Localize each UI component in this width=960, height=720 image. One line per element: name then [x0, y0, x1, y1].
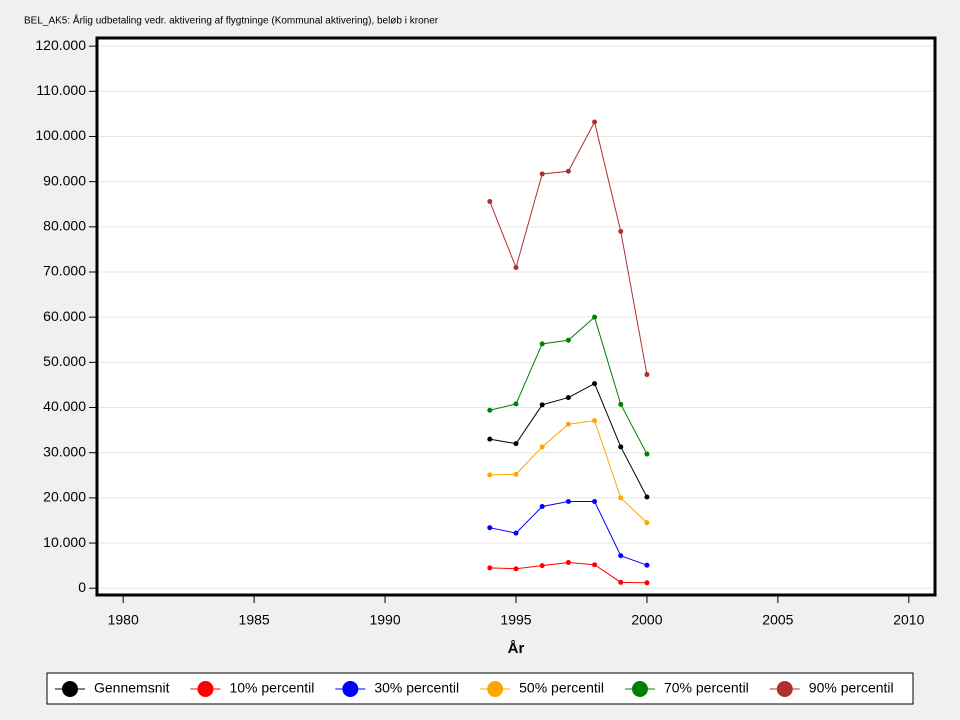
legend-label: 10% percentil [229, 680, 314, 696]
data-point [487, 407, 493, 413]
data-point [592, 119, 598, 125]
data-point [592, 314, 598, 320]
data-point [618, 579, 624, 585]
legend-marker [342, 681, 359, 697]
data-point [513, 264, 519, 270]
legend-marker [197, 681, 214, 697]
y-tick-label: 80.000 [43, 218, 86, 234]
data-point [539, 341, 545, 347]
data-point [487, 436, 493, 442]
y-tick-label: 110.000 [36, 82, 86, 98]
data-point [513, 441, 519, 447]
y-tick-label: 70.000 [43, 263, 86, 279]
chart-title: BEL_AK5: Årlig udbetaling vedr. aktiveri… [24, 14, 439, 27]
data-point [513, 530, 519, 536]
data-point [565, 395, 571, 401]
data-point [644, 372, 650, 378]
data-point [644, 520, 650, 526]
data-point [565, 337, 571, 343]
data-point [644, 494, 650, 500]
data-point [618, 444, 624, 450]
data-point [644, 451, 650, 457]
data-point [539, 402, 545, 408]
y-tick-label: 20.000 [43, 489, 86, 505]
data-point [565, 168, 571, 174]
y-tick-label: 40.000 [43, 398, 86, 414]
data-point [487, 525, 493, 531]
y-tick-label: 90.000 [43, 172, 86, 188]
x-tick-label: 1980 [108, 612, 139, 628]
x-tick-label: 1985 [239, 612, 270, 628]
y-tick-label: 120.000 [35, 37, 86, 53]
legend-marker [776, 681, 793, 697]
legend-label: 50% percentil [519, 680, 604, 696]
legend-marker [631, 681, 648, 697]
data-point [592, 381, 598, 387]
legend-marker [62, 681, 78, 697]
y-tick-label: 0 [78, 579, 86, 595]
y-tick-label: 30.000 [43, 443, 86, 459]
data-point [592, 562, 598, 568]
data-point [565, 498, 571, 504]
x-tick-label: 1995 [500, 612, 531, 628]
data-point [539, 503, 545, 509]
data-point [618, 553, 624, 559]
data-point [592, 418, 598, 424]
data-point [592, 498, 598, 504]
data-point [513, 566, 519, 572]
legend-label: Gennemsnit [94, 680, 170, 696]
data-point [539, 563, 545, 569]
x-tick-label: 2010 [893, 612, 924, 628]
y-tick-label: 10.000 [43, 534, 86, 550]
data-point [487, 472, 493, 478]
legend-label: 30% percentil [374, 680, 459, 696]
data-point [618, 401, 624, 407]
data-point [565, 559, 571, 565]
data-point [513, 401, 519, 407]
y-tick-label: 60.000 [43, 308, 86, 324]
legend-label: 70% percentil [664, 680, 749, 696]
data-point [618, 495, 624, 501]
data-point [539, 444, 545, 450]
data-point [644, 562, 650, 568]
y-tick-label: 100.000 [35, 127, 86, 143]
x-tick-label: 2005 [762, 612, 793, 628]
x-tick-label: 2000 [631, 612, 662, 628]
data-point [644, 580, 650, 586]
x-axis-label: År [508, 640, 525, 657]
x-tick-label: 1990 [369, 612, 400, 628]
data-point [539, 171, 545, 177]
legend-marker [487, 681, 504, 697]
data-point [565, 421, 571, 427]
legend-label: 90% percentil [809, 680, 894, 696]
data-point [487, 565, 493, 571]
plot-area [97, 38, 935, 595]
y-tick-label: 50.000 [43, 353, 86, 369]
data-point [513, 471, 519, 477]
data-point [487, 199, 493, 205]
data-point [618, 228, 624, 234]
